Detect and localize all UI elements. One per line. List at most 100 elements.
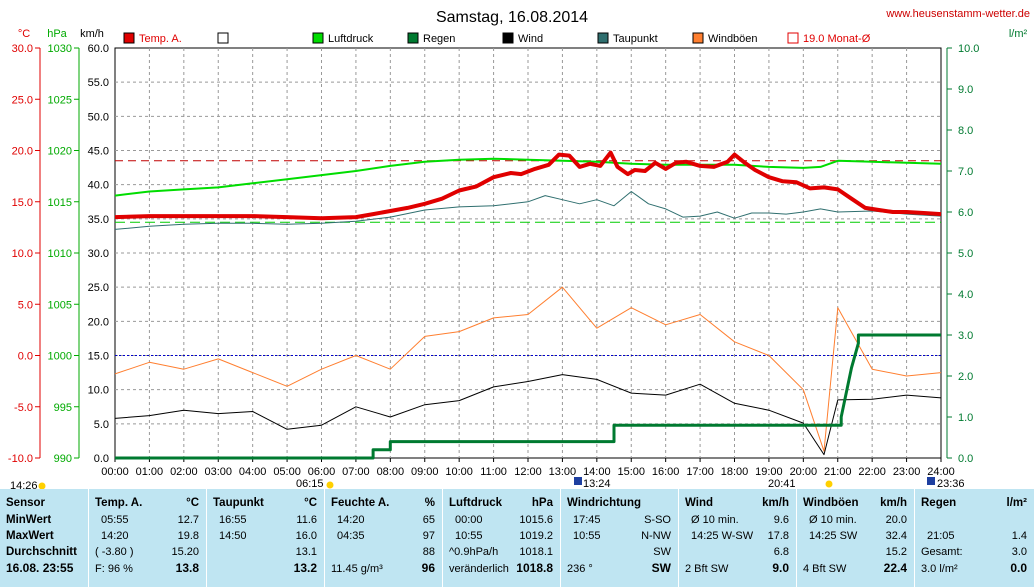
sensor-row-avg: Durchschnitt bbox=[6, 546, 77, 558]
temp-value-avg: 15.20 bbox=[171, 546, 199, 558]
pressure-tick-label: 990 bbox=[54, 453, 72, 465]
hum-footer-label: 11.45 g/m³ bbox=[331, 563, 383, 575]
legend: Temp. A. Luftdruck Regen Wind Taupunkt Windbö… bbox=[123, 32, 871, 45]
col-sensor: Sensor MinWert MaxWert Durchschnitt 16.0… bbox=[0, 489, 88, 587]
dew-title: Taupunkt bbox=[213, 497, 264, 509]
wind-tick-label: 55.0 bbox=[88, 77, 109, 89]
x-tick-label: 04:00 bbox=[239, 466, 267, 478]
sensor-title: Sensor bbox=[6, 497, 45, 509]
legend-label: Wind bbox=[518, 33, 543, 45]
legend-swatch bbox=[312, 32, 324, 44]
legend-swatch bbox=[123, 32, 135, 44]
gust-footer-value: 22.4 bbox=[883, 561, 907, 575]
dir-title: Windrichtung bbox=[567, 497, 641, 509]
dir-footer-value: SW bbox=[651, 561, 671, 575]
gust-time-max: 14:25 SW bbox=[809, 530, 858, 542]
wind-tick-label: 35.0 bbox=[88, 214, 109, 226]
gust-time-min: Ø 10 min. bbox=[809, 514, 857, 526]
temp-unit: °C bbox=[186, 497, 199, 509]
x-tick-label: 10:00 bbox=[445, 466, 473, 478]
legend-label: Taupunkt bbox=[613, 33, 658, 45]
sunset-icon bbox=[825, 480, 833, 488]
temp-time-avg: ( -3.80 ) bbox=[95, 546, 134, 558]
dir-value-max: N-NW bbox=[641, 530, 671, 542]
series-regen bbox=[115, 333, 941, 460]
press-value-min: 1015.6 bbox=[519, 514, 553, 526]
dew-time-min: 16:55 bbox=[219, 514, 247, 526]
rain-title: Regen bbox=[921, 497, 957, 509]
rain-tick-label: 4.0 bbox=[958, 289, 973, 301]
press-footer-value: 1018.8 bbox=[516, 561, 553, 575]
x-tick-label: 02:00 bbox=[170, 466, 198, 478]
press-title: Luftdruck bbox=[449, 497, 503, 509]
series-luftdruck bbox=[114, 157, 942, 197]
x-tick-label: 23:00 bbox=[893, 466, 921, 478]
rain-tick-label: 6.0 bbox=[958, 207, 973, 219]
temp-tick-label: 10.0 bbox=[12, 248, 33, 260]
wind-tick-label: 25.0 bbox=[88, 282, 109, 294]
x-tick-label: 09:00 bbox=[411, 466, 439, 478]
col-dew: Taupunkt °C 16:55 11.6 14:50 16.0 13.1 13.2 bbox=[206, 489, 325, 587]
temp-tick-label: 5.0 bbox=[18, 299, 33, 311]
dir-time-min: 17:45 bbox=[573, 514, 601, 526]
grid bbox=[114, 47, 942, 459]
dir-value-min: S-SO bbox=[644, 514, 671, 526]
pressure-tick-label: 1025 bbox=[48, 94, 72, 106]
wind-footer-label: 2 Bft SW bbox=[685, 563, 729, 575]
wind-tick-label: 5.0 bbox=[94, 419, 109, 431]
series-wind bbox=[114, 374, 942, 456]
x-tick-label: 18:00 bbox=[721, 466, 749, 478]
legend-swatch bbox=[787, 32, 799, 44]
rain-tick-label: 3.0 bbox=[958, 330, 973, 342]
rain-tick-label: 7.0 bbox=[958, 166, 973, 178]
rain-tick-label: 10.0 bbox=[958, 43, 979, 55]
dir-value-avg: SW bbox=[653, 546, 671, 558]
wind-tick-label: 40.0 bbox=[88, 180, 109, 192]
dew-time-max: 14:50 bbox=[219, 530, 247, 542]
pressure-tick-label: 995 bbox=[54, 402, 72, 414]
rain-time-max: 21:05 bbox=[927, 530, 955, 542]
legend-label: Temp. A. bbox=[139, 33, 182, 45]
x-tick-label: 03:00 bbox=[204, 466, 232, 478]
hum-title: Feuchte A. bbox=[331, 497, 390, 509]
gust-unit: km/h bbox=[880, 497, 907, 509]
dir-footer-label: 236 ° bbox=[567, 563, 593, 575]
rain-unit: l/m² bbox=[1006, 497, 1027, 509]
dew-value-max: 16.0 bbox=[295, 530, 317, 542]
x-tick-label: 21:00 bbox=[824, 466, 852, 478]
x-tick-label: 19:00 bbox=[755, 466, 783, 478]
pressure-unit-label: hPa bbox=[47, 28, 67, 40]
rain-time-avg: Gesamt: bbox=[921, 546, 963, 558]
marker-end: 23:36 bbox=[937, 478, 965, 490]
wind-tick-label: 0.0 bbox=[94, 453, 109, 465]
gust-value-max: 32.4 bbox=[885, 530, 907, 542]
temp-tick-label: 25.0 bbox=[12, 94, 33, 106]
dew-value-min: 11.6 bbox=[296, 514, 317, 526]
wind-value-min: 9.6 bbox=[773, 514, 789, 526]
gust-value-min: 20.0 bbox=[885, 514, 907, 526]
wind-tick-label: 10.0 bbox=[88, 385, 109, 397]
press-footer-label: veränderlich bbox=[449, 563, 509, 575]
wind-value-max: 17.8 bbox=[767, 530, 789, 542]
sun-icon bbox=[38, 482, 46, 490]
press-value-avg: 1018.1 bbox=[519, 546, 553, 558]
wind-unit-label: km/h bbox=[80, 28, 104, 40]
temp-value-max: 19.8 bbox=[177, 530, 199, 542]
pressure-tick-label: 1005 bbox=[48, 299, 72, 311]
col-wind: Wind km/h Ø 10 min. 9.6 14:25 W-SW 17.8 6.8 2 B… bbox=[678, 489, 797, 587]
wind-tick-label: 60.0 bbox=[88, 43, 109, 55]
wind-tick-label: 50.0 bbox=[88, 111, 109, 123]
end-marker-icon bbox=[927, 477, 935, 485]
x-tick-label: 00:00 bbox=[101, 466, 129, 478]
col-hum: Feuchte A.% 14:20 65 04:35 97 88 11.45 g/m³ 96 bbox=[324, 489, 443, 587]
hum-value-min: 65 bbox=[422, 514, 435, 526]
rain-tick-label: 0.0 bbox=[958, 453, 973, 465]
rain-footer-value: 0.0 bbox=[1010, 561, 1027, 575]
pressure-tick-label: 1010 bbox=[48, 248, 72, 260]
wind-tick-label: 45.0 bbox=[88, 146, 109, 158]
temp-tick-label: -5.0 bbox=[14, 402, 33, 414]
press-time-min: 00:00 bbox=[455, 514, 483, 526]
dir-time-max: 10:55 bbox=[573, 530, 601, 542]
gust-footer-label: 4 Bft SW bbox=[803, 563, 847, 575]
legend-swatch bbox=[692, 32, 704, 44]
